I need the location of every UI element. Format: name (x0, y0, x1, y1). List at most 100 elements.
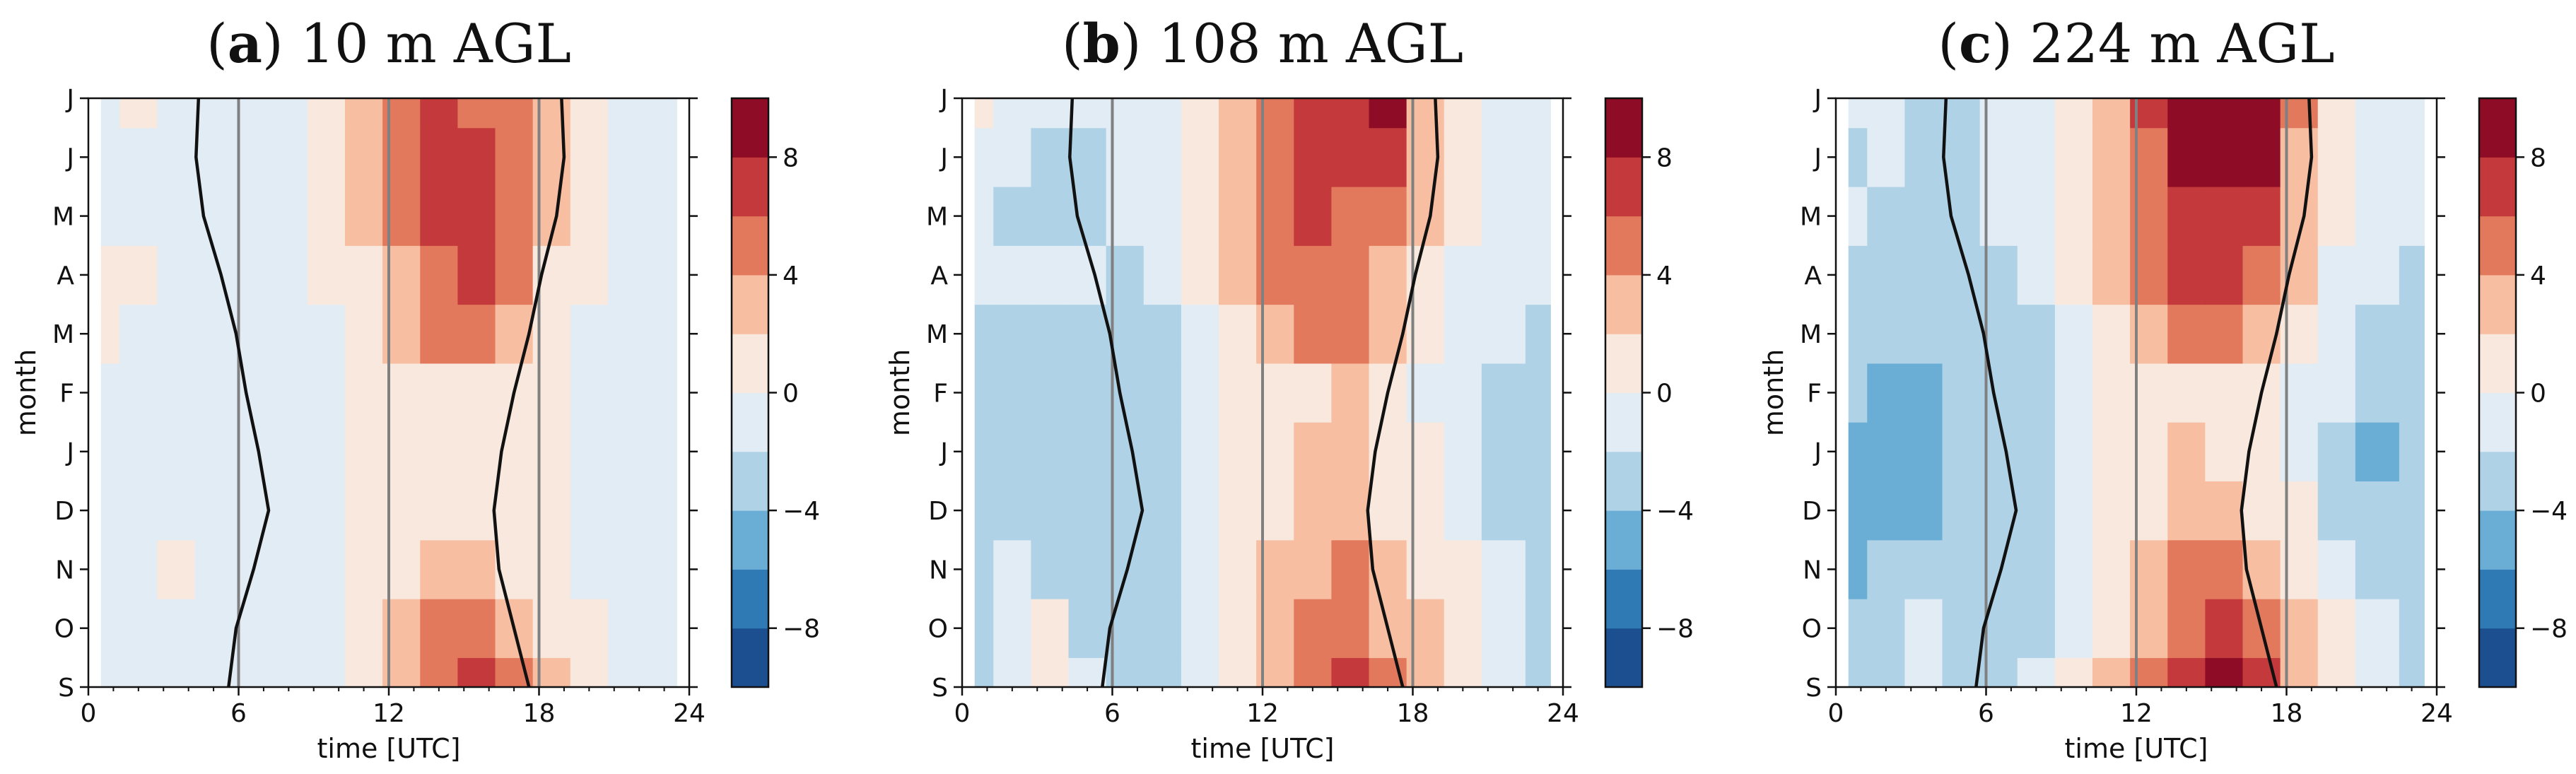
heatmap-cell (1031, 98, 1070, 129)
heatmap-cell (1525, 98, 1551, 129)
heatmap-cell (1942, 422, 1981, 482)
heatmap-cell (1904, 422, 1943, 482)
heatmap-cell (269, 186, 308, 246)
x-tick-label: 6 (230, 699, 247, 728)
heatmap-cell (570, 304, 609, 364)
colorbar-tick-label: 4 (2530, 262, 2546, 291)
heatmap-cell (1904, 481, 1943, 541)
panel-title-text: ) 108 m AGL (1120, 12, 1463, 75)
heatmap-cell (607, 599, 652, 658)
heatmap-cell (2017, 186, 2056, 246)
heatmap-cell (157, 422, 196, 482)
heatmap-cell (1143, 186, 1182, 246)
colorbar: −8 −4 0 4 8 (2478, 97, 2568, 688)
heatmap-cell (1219, 304, 1257, 364)
heatmap-cell (495, 539, 534, 599)
heatmap-cell (420, 304, 458, 364)
heatmap-cell (993, 539, 1031, 599)
colorbar-segment (1605, 451, 1642, 511)
heatmap-cell (1294, 599, 1332, 658)
heatmap-cell (1369, 127, 1407, 187)
heatmap-cell (974, 599, 994, 658)
heatmap-cell (1904, 127, 1943, 187)
heatmap-cell (1031, 186, 1070, 246)
heatmap-cell (2399, 127, 2425, 187)
heatmap-cell (457, 539, 496, 599)
heatmap-cell (1848, 127, 1868, 187)
heatmap-cell (1481, 186, 1526, 246)
heatmap-cell (651, 245, 677, 305)
heatmap-cell (2317, 539, 2356, 599)
heatmap-cell (100, 539, 120, 599)
heatmap-cell (457, 363, 496, 423)
heatmap-cell (651, 363, 677, 423)
heatmap-cell (1331, 245, 1370, 305)
heatmap-cell (1068, 422, 1107, 482)
panel-title: (a) 10 m AGL (206, 12, 571, 75)
colorbar-segment (732, 157, 768, 217)
y-axis-label: month (1758, 349, 1789, 436)
heatmap-cell (119, 422, 158, 482)
heatmap-cell (2399, 363, 2425, 423)
heatmap-cell (1848, 599, 1868, 658)
colorbar-segment (1605, 392, 1642, 452)
colorbar-segment (1605, 98, 1642, 158)
colorbar-segment (2479, 392, 2516, 452)
panel-title-text: ) 224 m AGL (1991, 12, 2334, 75)
heatmap-cell (420, 422, 458, 482)
y-tick-label: J (939, 85, 948, 114)
heatmap-cell (1181, 186, 1219, 246)
heatmap-cell (2054, 599, 2093, 658)
heatmap-cell (974, 245, 994, 305)
heatmap-cell (570, 363, 609, 423)
colorbar-segment (2479, 569, 2516, 629)
heatmap-cell (993, 127, 1031, 187)
heatmap-cell (1867, 186, 1905, 246)
heatmap-cell (607, 186, 652, 246)
heatmap-cell (993, 98, 1031, 129)
heatmap-cell (1481, 657, 1526, 688)
heatmap-cell (1525, 245, 1551, 305)
heatmap-cell (2205, 481, 2244, 541)
heatmap-cell (1904, 599, 1943, 658)
x-tick-label: 0 (954, 699, 971, 728)
y-tick-label: O (1802, 615, 1822, 644)
heatmap-cell (974, 304, 994, 364)
heatmap-cell (2092, 304, 2131, 364)
heatmap-cell (119, 304, 158, 364)
heatmap-cell (1143, 657, 1182, 688)
heatmap-cell (100, 363, 120, 423)
heatmap-cell (1294, 304, 1332, 364)
heatmap-cell (2205, 304, 2244, 364)
heatmap-cell (993, 657, 1031, 688)
heatmap-cell (1068, 657, 1107, 688)
heatmap-cell (1143, 304, 1182, 364)
heatmap-cell (974, 98, 994, 129)
heatmap-cell (2242, 98, 2281, 129)
heatmap-cell (1525, 599, 1551, 658)
heatmap-cell (2399, 481, 2425, 541)
panel-title: (b) 108 m AGL (1062, 12, 1463, 75)
heatmap-cell (307, 422, 346, 482)
heatmap-cell (457, 481, 496, 541)
heatmap-cell (119, 481, 158, 541)
heatmap-cell (1444, 657, 1482, 688)
heatmap-cell (1031, 304, 1070, 364)
heatmap-cell (345, 245, 383, 305)
x-tick-label: 12 (1246, 699, 1279, 728)
heatmap-cell (2399, 186, 2425, 246)
heatmap-cell (2054, 245, 2093, 305)
sunrise-line (194, 98, 271, 688)
heatmap-cell (1143, 481, 1182, 541)
heatmap-cell (2092, 599, 2131, 658)
heatmap-cell (570, 539, 609, 599)
heatmap-cell (2317, 422, 2356, 482)
heatmap-cell (1942, 599, 1981, 658)
heatmap-cell (2205, 127, 2244, 187)
colorbar-tick-label: 4 (1656, 262, 1673, 291)
heatmap-cell (1068, 539, 1107, 599)
colorbar-segment (732, 510, 768, 570)
heatmap-cell (2355, 599, 2400, 658)
heatmap-cell (2205, 422, 2244, 482)
